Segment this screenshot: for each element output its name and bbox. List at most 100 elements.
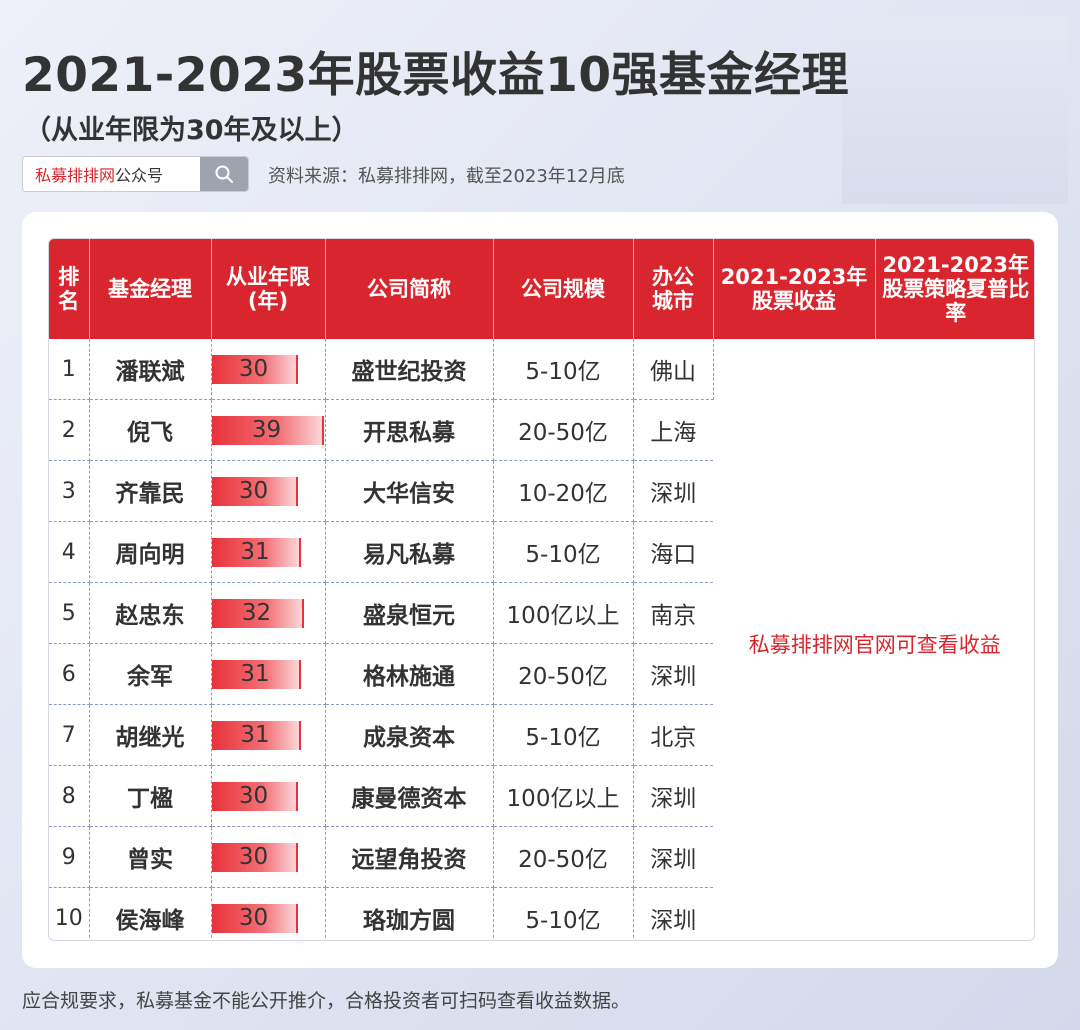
cell-city: 佛山	[633, 339, 714, 400]
cell-rank: 9	[49, 826, 90, 888]
header-city: 办公城市	[633, 239, 714, 339]
compliance-footer: 应合规要求，私募基金不能公开推介，合格投资者可扫码查看收益数据。	[22, 990, 631, 1012]
search-box[interactable]: 私募排排网 公众号	[22, 156, 249, 192]
cell-manager: 赵忠东	[89, 582, 212, 644]
cell-scale: 20-50亿	[493, 643, 634, 705]
years-bar: 31	[211, 537, 301, 567]
cell-scale: 5-10亿	[493, 339, 634, 400]
cell-scale: 100亿以上	[493, 765, 634, 827]
years-bar: 39	[211, 415, 324, 445]
cell-city: 深圳	[633, 826, 713, 888]
header-return: 2021-2023年股票收益	[713, 239, 876, 339]
table-row: 4 周向明 31 易凡私募 5-10亿 海口	[49, 521, 1034, 583]
table-row: 2 倪飞 39 开思私募 20-50亿 上海	[49, 399, 1034, 461]
years-bar: 30	[211, 903, 298, 933]
cell-manager: 倪飞	[89, 399, 212, 461]
table-row: 5 赵忠东 32 盛泉恒元 100亿以上 南京	[49, 582, 1034, 644]
cell-manager: 余军	[89, 643, 212, 705]
cell-years: 32	[211, 582, 326, 644]
cell-rank: 8	[49, 765, 90, 827]
page-subtitle: （从业年限为30年及以上）	[24, 115, 359, 146]
cell-rank: 10	[49, 887, 90, 940]
years-bar: 32	[211, 598, 304, 628]
ranking-table: 排名 基金经理 从业年限(年) 公司简称 公司规模 办公城市 2021-2023…	[49, 239, 1034, 940]
table-row: 1 潘联斌 30 盛世纪投资 5-10亿 佛山 私募排排网官网可查看收益	[49, 339, 1034, 657]
table-card: 排名 基金经理 从业年限(年) 公司简称 公司规模 办公城市 2021-2023…	[22, 212, 1058, 968]
data-source-note: 资料来源：私募排排网，截至2023年12月底	[268, 166, 625, 187]
cell-manager: 潘联斌	[89, 339, 212, 400]
table-body: 1 潘联斌 30 盛世纪投资 5-10亿 佛山 私募排排网官网可查看收益 2 倪飞 39 开思私募 2…	[49, 339, 1034, 940]
cell-scale: 10-20亿	[493, 460, 634, 522]
background-decoration	[842, 16, 1068, 204]
cell-city: 深圳	[633, 460, 713, 522]
cell-rank: 3	[49, 460, 90, 522]
cell-scale: 100亿以上	[493, 582, 634, 644]
table-container: 排名 基金经理 从业年限(年) 公司简称 公司规模 办公城市 2021-2023…	[48, 238, 1035, 941]
cell-company: 远望角投资	[325, 826, 494, 888]
cell-years: 30	[211, 765, 326, 827]
cell-scale: 5-10亿	[493, 704, 634, 766]
header-years: 从业年限(年)	[211, 239, 326, 339]
header-sharpe: 2021-2023年股票策略夏普比率	[875, 239, 1034, 339]
cell-manager: 侯海峰	[89, 887, 212, 940]
table-row: 7 胡继光 31 成泉资本 5-10亿 北京	[49, 704, 1034, 766]
cell-years: 31	[211, 643, 326, 705]
cell-rank: 4	[49, 521, 90, 583]
search-input[interactable]: 私募排排网 公众号	[23, 157, 200, 191]
years-bar: 31	[211, 659, 301, 689]
table-row: 9 曾实 30 远望角投资 20-50亿 深圳	[49, 826, 1034, 888]
cell-years: 30	[211, 826, 326, 888]
cell-years: 31	[211, 521, 326, 583]
search-brand-text: 私募排排网	[35, 166, 116, 185]
cell-manager: 周向明	[89, 521, 212, 583]
years-bar: 30	[211, 842, 298, 872]
cell-city: 深圳	[633, 643, 713, 705]
cell-rank: 1	[49, 339, 90, 400]
cell-rank: 2	[49, 399, 90, 461]
years-bar: 30	[211, 781, 298, 811]
header-company: 公司简称	[325, 239, 494, 339]
cell-scale: 20-50亿	[493, 826, 634, 888]
cell-company: 大华信安	[325, 460, 494, 522]
search-icon	[215, 165, 233, 183]
table-row: 6 余军 31 格林施通 20-50亿 深圳	[49, 643, 1034, 705]
table-row: 10 侯海峰 30 珞珈方圆 5-10亿 深圳	[49, 887, 1034, 940]
cell-city: 深圳	[633, 765, 713, 827]
table-row: 8 丁楹 30 康曼德资本 100亿以上 深圳	[49, 765, 1034, 827]
search-button[interactable]	[200, 157, 248, 191]
cell-years: 30	[211, 339, 326, 400]
cell-years: 39	[211, 399, 326, 461]
cell-rank: 5	[49, 582, 90, 644]
cell-manager: 丁楹	[89, 765, 212, 827]
cell-years: 30	[211, 887, 326, 940]
cell-city: 南京	[633, 582, 713, 644]
cell-scale: 5-10亿	[493, 521, 634, 583]
cell-city: 深圳	[650, 908, 697, 934]
years-bar: 30	[211, 354, 298, 384]
header-rank: 排名	[49, 239, 90, 339]
cell-rank: 7	[49, 704, 90, 766]
cell-manager: 齐靠民	[89, 460, 212, 522]
cell-city: 海口	[633, 521, 713, 583]
cell-years: 30	[211, 460, 326, 522]
cell-manager: 胡继光	[89, 704, 212, 766]
years-bar: 30	[211, 476, 298, 506]
cell-company: 盛泉恒元	[325, 582, 494, 644]
header-manager: 基金经理	[89, 239, 212, 339]
header-scale: 公司规模	[493, 239, 634, 339]
cell-years: 31	[211, 704, 326, 766]
search-suffix-text: 公众号	[115, 166, 164, 185]
cell-company: 珞珈方圆	[325, 887, 494, 940]
cell-scale: 20-50亿	[493, 399, 634, 461]
page-title: 2021-2023年股票收益10强基金经理	[22, 48, 850, 103]
table-header-row: 排名 基金经理 从业年限(年) 公司简称 公司规模 办公城市 2021-2023…	[49, 239, 1034, 339]
table-row: 3 齐靠民 30 大华信安 10-20亿 深圳	[49, 460, 1034, 522]
cell-city: 北京	[633, 704, 713, 766]
years-bar: 31	[211, 720, 301, 750]
cell-scale: 5-10亿	[493, 887, 634, 940]
cell-city: 上海	[633, 399, 713, 461]
cell-manager: 曾实	[89, 826, 212, 888]
cell-company: 康曼德资本	[325, 765, 494, 827]
returns-note: 私募排排网官网可查看收益	[748, 632, 1001, 657]
cell-company: 成泉资本	[325, 704, 494, 766]
